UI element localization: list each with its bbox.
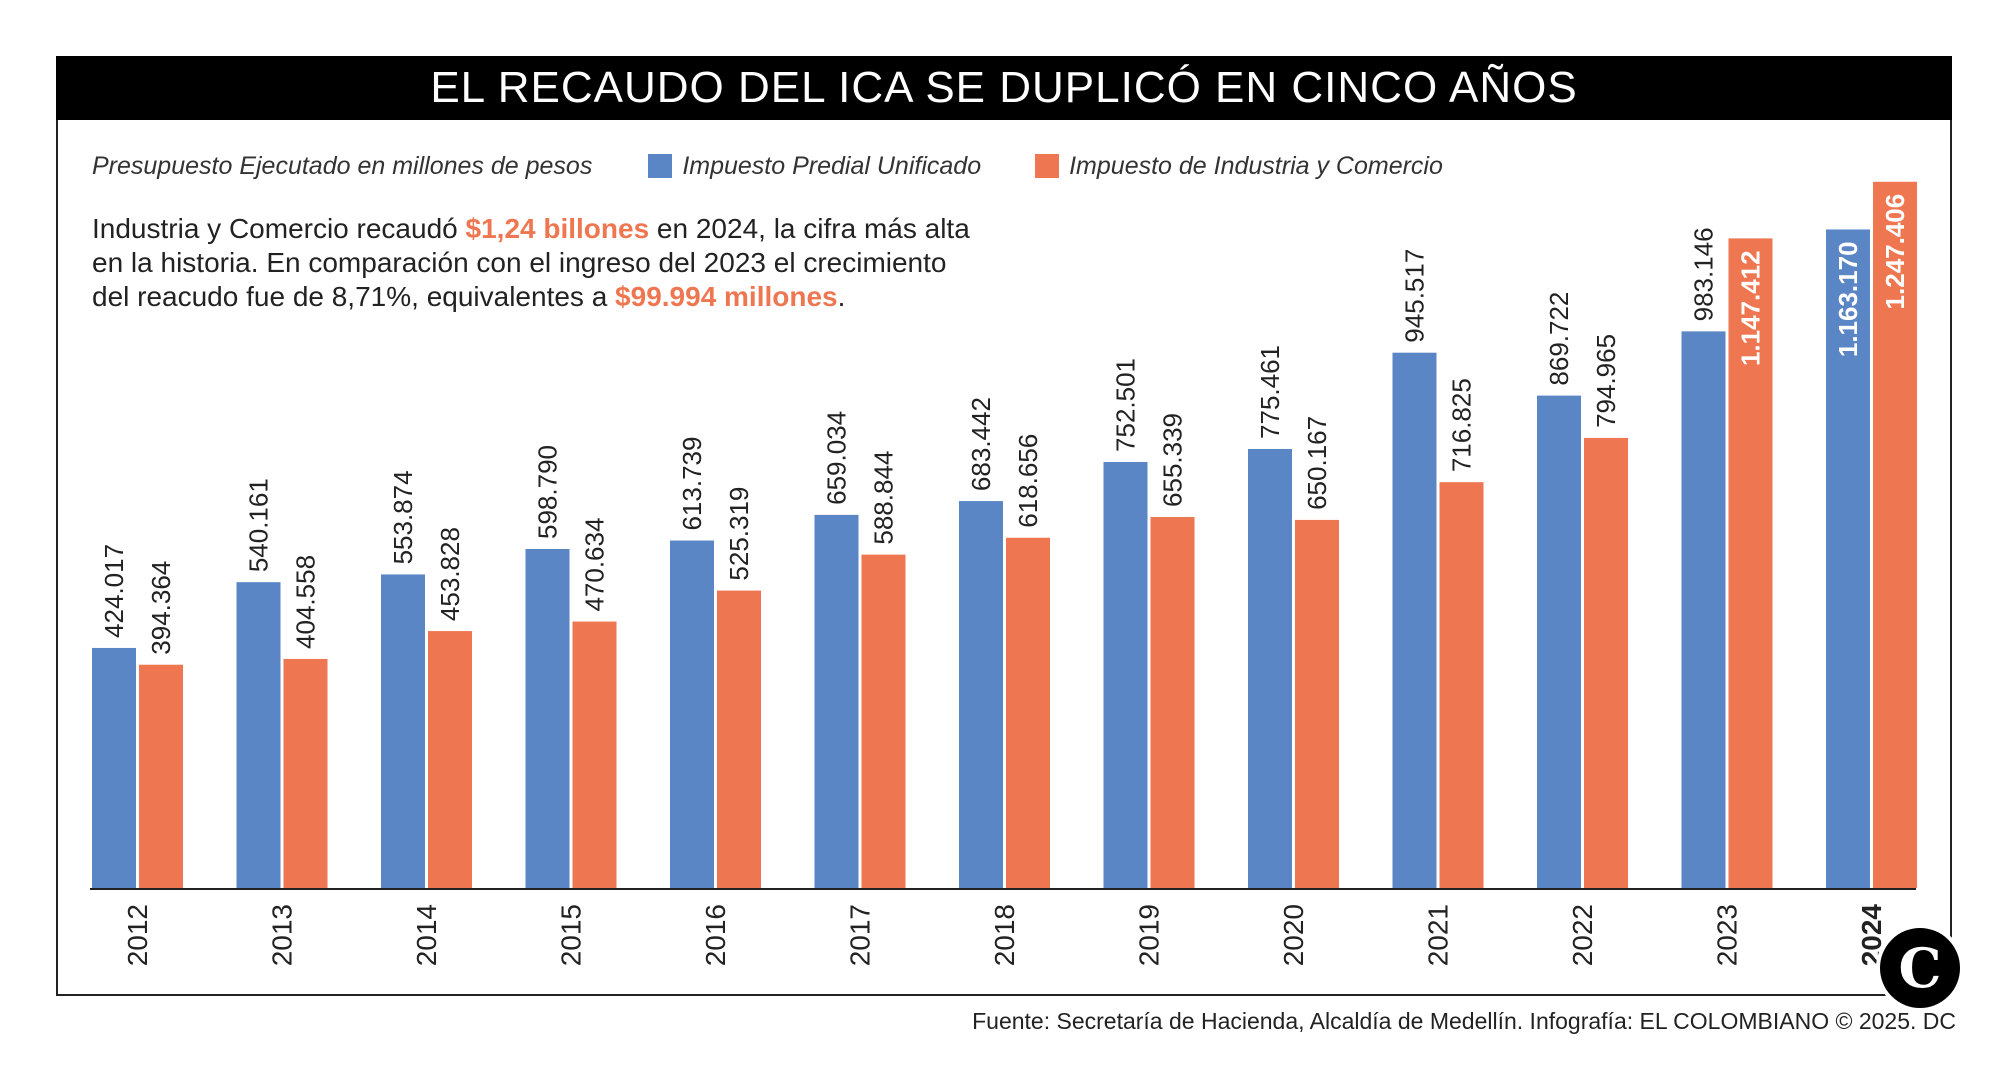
value-label-predial-2012: 424.017 (99, 544, 129, 638)
value-label-ica-2022: 794.965 (1591, 334, 1621, 428)
x-tick-label-2016: 2016 (700, 904, 731, 966)
value-label-ica-2020: 650.167 (1302, 416, 1332, 510)
x-tick-label-2015: 2015 (556, 904, 587, 966)
legend-label-ica: Impuesto de Industria y Comercio (1069, 151, 1443, 180)
bar-ica-2017 (861, 554, 906, 888)
note-highlight-millones: $99.994 millones (615, 281, 838, 312)
value-label-ica-2015: 470.634 (580, 518, 610, 612)
x-tick-label-2018: 2018 (989, 904, 1020, 966)
legend-swatch-predial (648, 154, 673, 178)
note-highlight-billones: $1,24 billones (465, 213, 650, 244)
summary-note: Industria y Comercio recaudó $1,24 billo… (92, 212, 972, 314)
x-tick-label-2014: 2014 (411, 904, 442, 966)
value-label-ica-2021: 716.825 (1447, 378, 1477, 472)
bar-ica-2015 (572, 621, 617, 888)
value-label-ica-2013: 404.558 (291, 555, 321, 649)
x-tick-label-2019: 2019 (1134, 904, 1165, 966)
bar-predial-2024 (1826, 229, 1870, 889)
bar-predial-2023 (1681, 331, 1726, 888)
value-label-predial-2018: 683.442 (966, 397, 996, 491)
value-label-predial-2014: 553.874 (388, 470, 418, 564)
bar-predial-2020 (1248, 448, 1292, 888)
bar-ica-2023 (1728, 238, 1773, 888)
bar-ica-2024 (1873, 181, 1917, 888)
bar-predial-2014 (381, 574, 425, 888)
value-label-ica-2023: 1.147.412 (1736, 250, 1766, 366)
value-label-predial-2017: 659.034 (822, 411, 852, 505)
value-label-ica-2019: 655.339 (1158, 413, 1188, 507)
bar-ica-2013 (283, 658, 328, 888)
source-credit: Fuente: Secretaría de Hacienda, Alcaldía… (972, 1008, 1956, 1034)
note-text-3: . (837, 281, 846, 312)
chart-title: EL RECAUDO DEL ICA SE DUPLICÓ EN CINCO A… (56, 56, 1952, 120)
x-tick-label-2012: 2012 (122, 904, 153, 966)
value-label-predial-2019: 752.501 (1111, 358, 1141, 452)
bar-ica-2016 (717, 590, 761, 888)
bar-ica-2018 (1006, 537, 1050, 888)
bar-ica-2014 (428, 631, 472, 888)
bar-predial-2018 (959, 501, 1003, 888)
bar-ica-2021 (1439, 482, 1484, 888)
x-tick-label-2023: 2023 (1712, 904, 1743, 966)
x-tick-label-2021: 2021 (1423, 904, 1454, 966)
value-label-predial-2020: 775.461 (1255, 345, 1285, 439)
legend-item-predial: Impuesto Predial Unificado (648, 152, 981, 181)
bar-predial-2021 (1392, 352, 1437, 889)
x-tick-label-2020: 2020 (1278, 904, 1309, 966)
bar-predial-2012 (92, 647, 136, 888)
bar-ica-2020 (1295, 519, 1339, 888)
value-label-predial-2021: 945.517 (1400, 249, 1430, 343)
value-label-ica-2012: 394.364 (146, 561, 176, 655)
legend-item-ica: Impuesto de Industria y Comercio (1035, 152, 1443, 181)
note-text-1: Industria y Comercio recaudó (92, 213, 466, 244)
note-text-2: en 2024, la cifra más alta en la histori… (92, 213, 970, 312)
value-label-ica-2024: 1.247.406 (1880, 194, 1910, 310)
chart-frame (56, 56, 1952, 996)
bar-predial-2022 (1537, 395, 1581, 888)
value-label-predial-2024: 1.163.170 (1833, 241, 1863, 357)
value-label-predial-2022: 869.722 (1544, 292, 1574, 386)
bar-ica-2012 (139, 664, 183, 888)
value-label-ica-2014: 453.828 (435, 527, 465, 621)
bar-predial-2017 (814, 514, 859, 888)
value-label-predial-2016: 613.739 (677, 437, 707, 531)
el-colombiano-logo: C (1876, 924, 1964, 1012)
value-label-ica-2017: 588.844 (869, 451, 899, 545)
bar-predial-2016 (670, 540, 714, 888)
bar-predial-2013 (236, 582, 281, 888)
bar-predial-2015 (525, 548, 570, 888)
value-label-ica-2018: 618.656 (1013, 434, 1043, 528)
x-tick-label-2022: 2022 (1567, 904, 1598, 966)
legend-label-predial: Impuesto Predial Unificado (682, 151, 982, 180)
value-label-predial-2023: 983.146 (1689, 227, 1719, 321)
legend-swatch-ica (1035, 154, 1060, 178)
legend: Presupuesto Ejecutado en millones de pes… (92, 146, 1497, 186)
value-label-predial-2015: 598.790 (533, 445, 563, 539)
value-label-predial-2013: 540.161 (244, 478, 274, 572)
chart-subtitle: Presupuesto Ejecutado en millones de pes… (92, 151, 593, 180)
x-tick-label-2017: 2017 (845, 904, 876, 966)
value-label-ica-2016: 525.319 (724, 487, 754, 581)
bar-predial-2019 (1103, 461, 1148, 888)
bar-ica-2022 (1584, 437, 1628, 888)
x-tick-label-2013: 2013 (267, 904, 298, 966)
bar-ica-2019 (1150, 516, 1195, 888)
